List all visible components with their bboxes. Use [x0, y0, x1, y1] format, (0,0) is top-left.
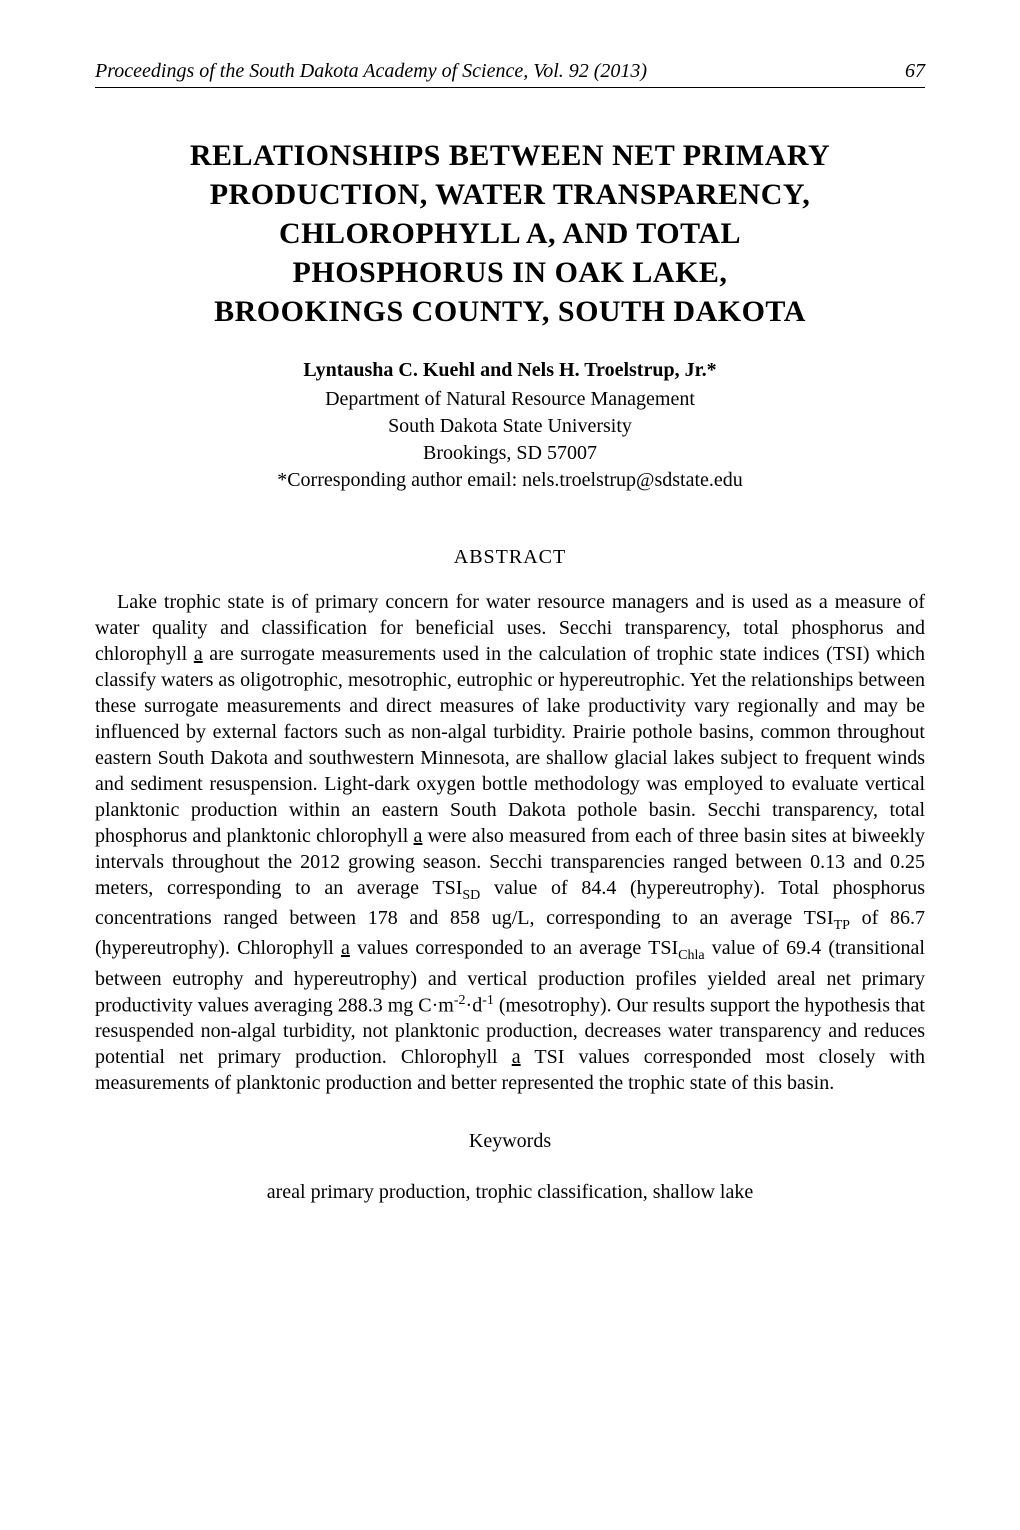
journal-title: Proceedings of the South Dakota Academy …: [95, 60, 647, 83]
page-number: 67: [905, 60, 925, 83]
affiliation-department: Department of Natural Resource Managemen…: [325, 388, 695, 410]
corresponding-author: *Corresponding author email: nels.troels…: [277, 469, 743, 491]
running-header: Proceedings of the South Dakota Academy …: [95, 60, 925, 88]
affiliation-block: Department of Natural Resource Managemen…: [95, 386, 925, 494]
title-line-3: CHLOROPHYLL A, AND TOTAL: [279, 217, 741, 250]
keywords-body: areal primary production, trophic classi…: [95, 1181, 925, 1204]
affiliation-university: South Dakota State University: [388, 415, 632, 437]
keywords-heading: Keywords: [95, 1130, 925, 1153]
title-line-1: RELATIONSHIPS BETWEEN NET PRIMARY: [190, 139, 830, 172]
title-line-5: BROOKINGS COUNTY, SOUTH DAKOTA: [214, 295, 806, 328]
affiliation-city: Brookings, SD 57007: [423, 442, 597, 464]
article-title: RELATIONSHIPS BETWEEN NET PRIMARY PRODUC…: [95, 136, 925, 331]
title-line-2: PRODUCTION, WATER TRANSPARENCY,: [210, 178, 811, 211]
title-line-4: PHOSPHORUS IN OAK LAKE,: [293, 256, 728, 289]
abstract-heading: ABSTRACT: [95, 546, 925, 569]
authors: Lyntausha C. Kuehl and Nels H. Troelstru…: [95, 359, 925, 382]
abstract-body: Lake trophic state is of primary concern…: [95, 589, 925, 1096]
